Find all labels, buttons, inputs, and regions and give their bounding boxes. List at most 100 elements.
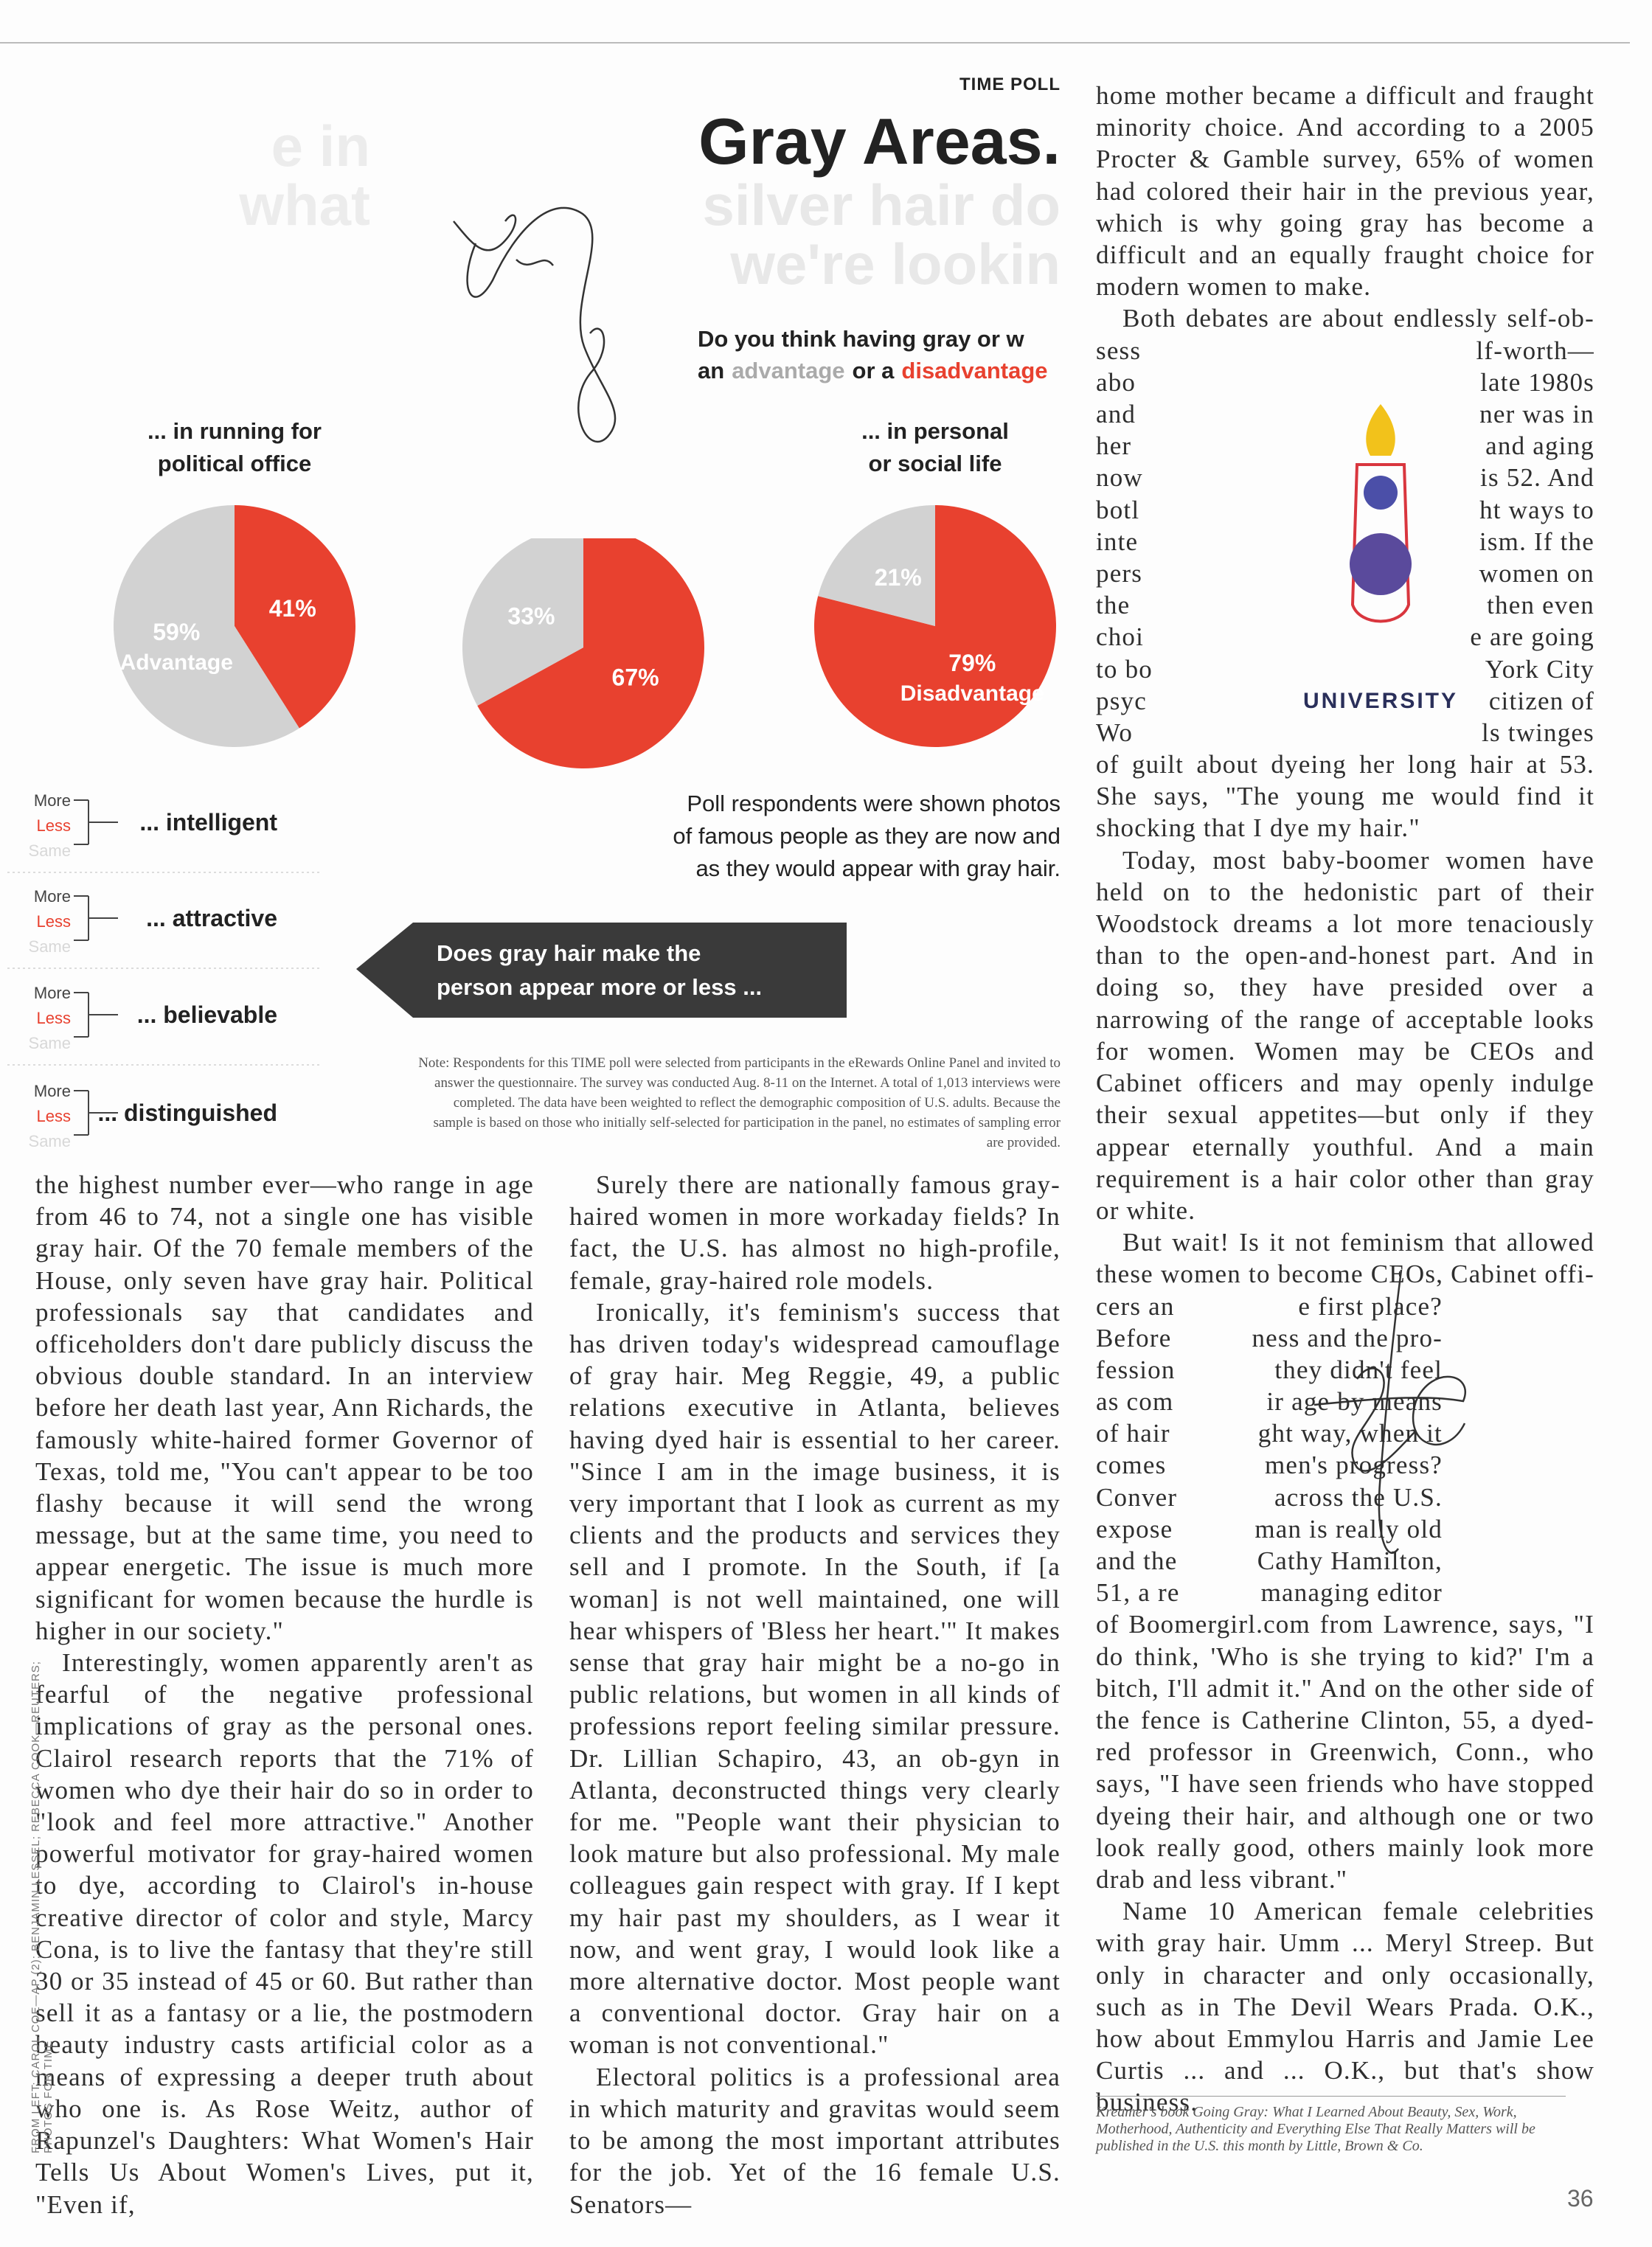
cut-line: choi e are going: [1096, 621, 1594, 653]
faded-subtitle: we're lookin: [729, 232, 1061, 296]
logo-frame: [1350, 463, 1411, 623]
section-label: TIME POLL: [959, 74, 1061, 94]
cut-line: expose man is really old: [1096, 1513, 1443, 1545]
trait-label: ... believable: [137, 1001, 277, 1028]
trait-option: More: [34, 887, 71, 906]
line-fragment: Cathy Hamilton,: [1257, 1546, 1443, 1576]
title: Gray Areas.: [698, 105, 1061, 178]
line-fragment: to bo: [1096, 654, 1153, 684]
line-fragment: of hair: [1096, 1419, 1170, 1448]
line-fragment: ism. If the: [1479, 527, 1594, 556]
page-number: 36: [1567, 2185, 1594, 2212]
line-fragment: psyc: [1096, 686, 1147, 715]
pie: [462, 538, 704, 768]
cut-line: Conver across the U.S.: [1096, 1482, 1443, 1513]
banner-arrow: [356, 923, 847, 1018]
trait-option: More: [34, 1082, 71, 1100]
cut-lines: sess lf-worth— abo late 1980s and ner was in h…: [1096, 335, 1594, 749]
line-fragment: abo: [1096, 367, 1136, 397]
logo-circle: [1364, 476, 1398, 510]
trait-label: ... distinguished: [97, 1100, 277, 1126]
paragraph: of Boomergirl.com from Lawrence, says, "…: [1096, 1610, 1594, 1895]
line-fragment: Before: [1096, 1323, 1172, 1352]
faded-subtitle: silver hair do: [702, 173, 1061, 237]
poll-intro: as they would appear with gray hair.: [695, 855, 1061, 881]
logo-flame: [1366, 404, 1395, 456]
poll-intro: of famous people as they are now and: [673, 823, 1061, 849]
line-fragment: man is really old: [1254, 1514, 1443, 1543]
line-fragment: managing editor: [1260, 1578, 1443, 1608]
cut-line: Wo ls twinges: [1096, 717, 1594, 749]
slice-label: 79%: [948, 650, 996, 676]
banner-text: Does gray hair make the: [437, 940, 701, 966]
line-fragment: now: [1096, 463, 1143, 493]
line-fragment: botl: [1096, 495, 1140, 524]
logo: UNIVERSITY: [1303, 404, 1458, 713]
trait-option: Less: [37, 912, 71, 931]
cut-line: abo late 1980s: [1096, 367, 1594, 398]
line-fragment: they didn't feel: [1274, 1355, 1443, 1384]
column: Surely there are nationally famous gray-…: [569, 1169, 1061, 2220]
line-fragment: citizen of: [1488, 686, 1594, 715]
trait-option: Less: [37, 816, 71, 835]
line-fragment: York City: [1485, 654, 1594, 684]
trait-option: Same: [29, 841, 71, 860]
pie-slice: [462, 538, 583, 706]
line-fragment: is 52. And: [1480, 463, 1594, 493]
trait-option: Less: [37, 1009, 71, 1027]
paragraph: Interestingly, women apparently aren't a…: [35, 1648, 534, 2219]
cut-line: Before ness and the pro-: [1096, 1322, 1443, 1354]
line-fragment: and: [1096, 400, 1136, 428]
question: an advantage or a disadvantage: [698, 358, 1048, 383]
paragraph: Electoral politics is a professional are…: [569, 2062, 1061, 2219]
slice-label: 21%: [875, 564, 922, 591]
photo-credit: FROM LEFT: CAROL COE—AP (2); BENJAMIN LE…: [30, 1661, 55, 2153]
slice-name: Advantage: [120, 650, 233, 675]
cut-line: botl ht ways to: [1096, 494, 1594, 526]
cut-line: psyc citizen of: [1096, 685, 1594, 717]
pie-title: political office: [158, 451, 311, 476]
paragraph: the highest number ever—who range in age…: [35, 1170, 534, 1645]
line-fragment: e first place?: [1298, 1291, 1443, 1321]
line-fragment: ir age by means: [1266, 1387, 1443, 1417]
cut-line: the then even: [1096, 589, 1594, 621]
logo-text: UNIVERSITY: [1303, 689, 1458, 713]
signature: [1313, 1269, 1466, 1554]
cut-line: as com ir age by means: [1096, 1386, 1443, 1417]
pie-title: ... in running for: [148, 418, 322, 444]
pie-title: or social life: [869, 451, 1002, 476]
slice-name: Disadvantage: [900, 681, 1044, 706]
slice-label: 59%: [153, 619, 200, 645]
pie: [113, 505, 355, 747]
line-fragment: Conver: [1096, 1482, 1178, 1512]
trait-label: ... intelligent: [139, 809, 277, 836]
cut-line: now is 52. And: [1096, 462, 1594, 493]
paragraph: Surely there are nationally famous gray-…: [569, 1170, 1061, 1295]
question-part: an: [698, 358, 724, 383]
line-fragment: and the: [1096, 1546, 1178, 1576]
trait-option: Same: [29, 1034, 71, 1052]
cut-line: sess lf-worth—: [1096, 335, 1594, 367]
pie-title: ... in personal: [861, 418, 1009, 444]
trait-option: Less: [37, 1107, 71, 1125]
line-fragment: choi: [1096, 622, 1145, 652]
pie: [814, 505, 1056, 748]
trait-label: ... attractive: [146, 905, 277, 931]
cut-line: cers an e first place?: [1096, 1291, 1443, 1322]
cut-line: to bo York City: [1096, 653, 1594, 685]
line-fragment: pers: [1096, 558, 1143, 588]
paragraph: Both debates are about endlessly self-ob…: [1122, 304, 1594, 333]
cut-line: fession they didn't feel: [1096, 1354, 1443, 1386]
line-fragment: ght way, when it: [1257, 1419, 1443, 1448]
trait-option: More: [34, 791, 71, 810]
line-fragment: sess: [1096, 336, 1142, 365]
logo-circle: [1350, 533, 1412, 595]
signature: [453, 206, 617, 443]
cut-line: her and aging: [1096, 430, 1594, 462]
faded-text: e in: [271, 114, 370, 178]
question-part: advantage: [732, 358, 844, 383]
paragraph: Name 10 American female celebrities with…: [1096, 1897, 1594, 2117]
question-part: disadvantage: [901, 358, 1047, 383]
paragraph: Ironically, it's feminism's success that…: [569, 1297, 1061, 2060]
